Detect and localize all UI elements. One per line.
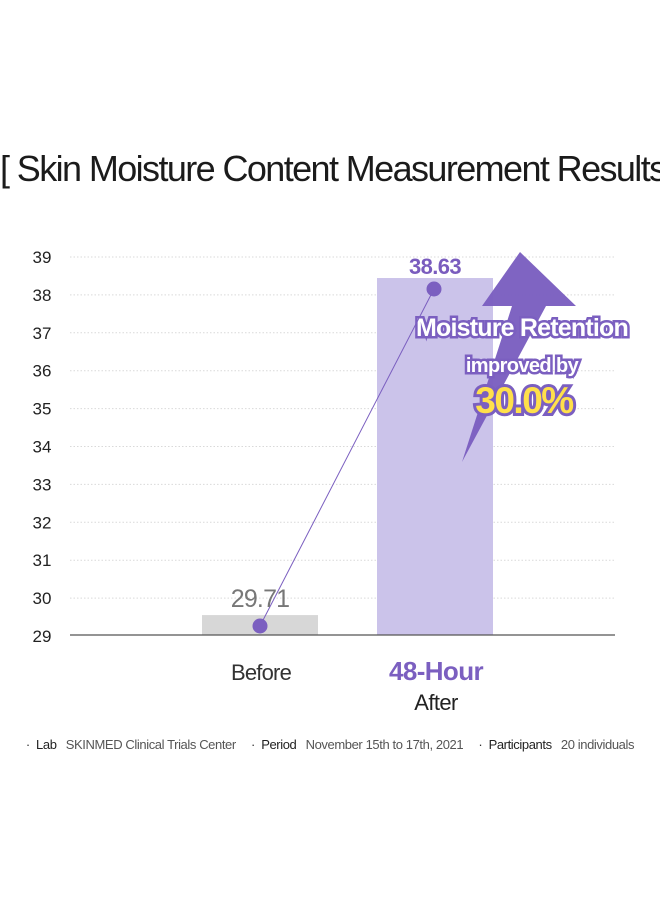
up-arrow-shape: [462, 252, 576, 462]
bullet-dot: ·: [251, 737, 255, 752]
y-tick-label: 36: [33, 362, 52, 381]
category-label-before: Before: [231, 660, 292, 685]
y-tick-label: 33: [33, 475, 52, 494]
info-participants-key: Participants: [488, 737, 553, 752]
trend-line: [259, 288, 435, 627]
bullet-dot: ·: [25, 737, 30, 752]
bullet-dot: ·: [478, 737, 483, 752]
value-label-before: 29.71: [231, 585, 290, 613]
connector-line: [252, 281, 442, 634]
data-point-after: [426, 281, 442, 297]
callout-percent: 30.0%: [475, 380, 573, 421]
value-labels: 29.71 38.63: [231, 254, 462, 613]
info-period: · Period November 15th to 17th, 2021: [251, 737, 466, 752]
info-period-value: November 15th to 17th, 2021: [305, 737, 464, 752]
x-axis-categories: Before 48-Hour After: [231, 656, 484, 715]
study-info: · Lab SKINMED Clinical Trials Center · P…: [0, 737, 660, 752]
moisture-bar-chart: 29 30 31 32 33 34 35 36 37 38 39 Moisture Retentio…: [33, 248, 632, 715]
category-label-after-line2: After: [414, 690, 458, 715]
bar-after: [377, 278, 493, 635]
info-participants-value: 20 individuals: [560, 737, 635, 752]
improvement-callout: Moisture Retention improved by 30.0%: [414, 252, 631, 462]
info-participants: · Participants 20 individuals: [478, 737, 634, 752]
y-tick-label: 34: [33, 438, 52, 457]
y-tick-label: 29: [33, 627, 52, 646]
info-lab-key: Lab: [36, 737, 57, 752]
bars: [202, 278, 493, 635]
y-tick-label: 38: [33, 286, 52, 305]
data-point-before: [252, 618, 268, 634]
value-label-after: 38.63: [409, 254, 461, 279]
y-axis-ticks: 29 30 31 32 33 34 35 36 37 38 39: [33, 248, 52, 646]
y-tick-label: 37: [33, 324, 52, 343]
chart-title: [ Skin Moisture Content Measurement Resu…: [0, 148, 660, 189]
y-tick-label: 30: [33, 589, 52, 608]
category-label-after-line1: 48-Hour: [389, 656, 484, 686]
info-lab-value: SKINMED Clinical Trials Center: [65, 737, 236, 752]
callout-line-1: Moisture Retention: [416, 314, 628, 342]
y-tick-label: 32: [33, 513, 52, 532]
info-lab: · Lab SKINMED Clinical Trials Center: [26, 737, 239, 752]
callout-line-2: improved by: [466, 355, 580, 377]
info-period-key: Period: [261, 737, 297, 752]
y-tick-label: 35: [33, 400, 52, 419]
y-tick-label: 39: [33, 248, 52, 267]
y-tick-label: 31: [33, 551, 52, 570]
